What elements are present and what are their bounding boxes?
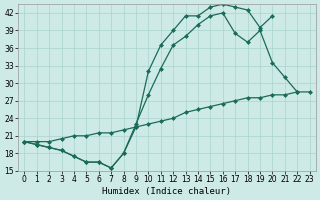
X-axis label: Humidex (Indice chaleur): Humidex (Indice chaleur) [102,187,231,196]
